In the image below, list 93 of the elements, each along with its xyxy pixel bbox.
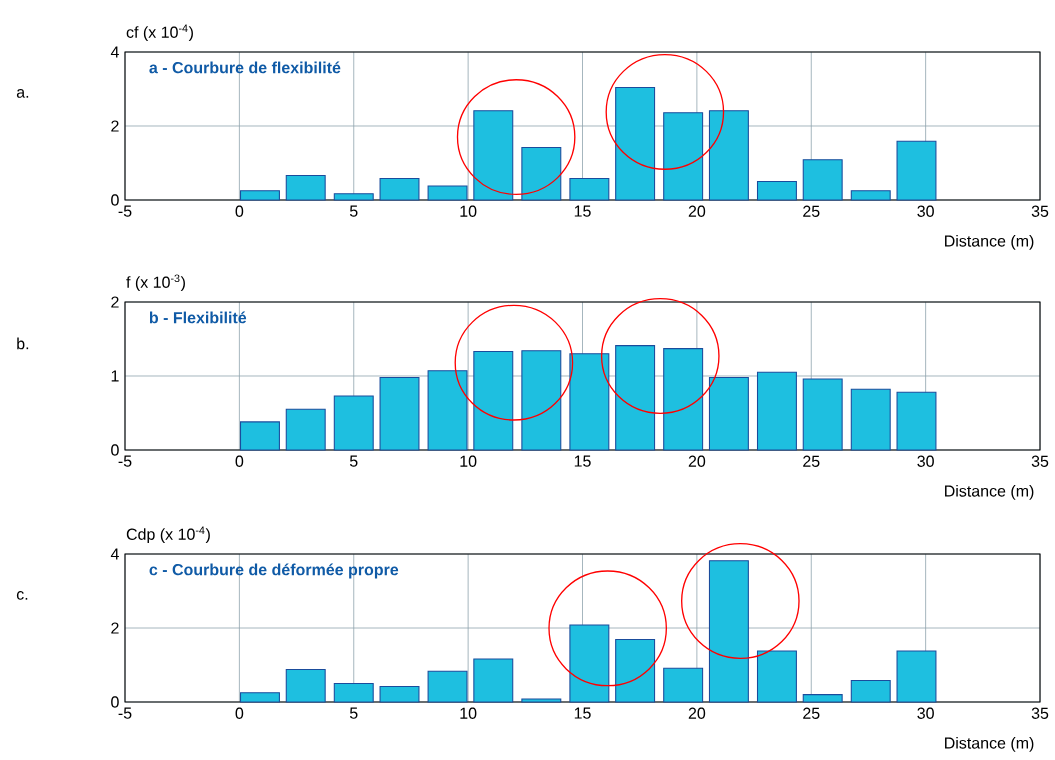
- y-axis-title: Cdp (x 10$^{-4}$): [126, 526, 210, 544]
- bar: [708, 376, 749, 451]
- bar: [285, 408, 326, 451]
- x-tick-label: 15: [574, 205, 591, 217]
- bar: [756, 650, 797, 703]
- text: b.: [17, 337, 29, 350]
- bar: [663, 667, 704, 703]
- x-tick-label: 0: [235, 455, 244, 467]
- bar: [896, 650, 937, 703]
- x-tick-label: 35: [1031, 455, 1049, 467]
- bar: [896, 391, 937, 451]
- bar: [663, 348, 704, 451]
- x-tick-label: 30: [917, 707, 934, 719]
- x-tick-label: 35: [1031, 707, 1049, 719]
- bar: [427, 370, 468, 451]
- bar: [427, 185, 468, 201]
- bar: [239, 190, 280, 201]
- x-tick-label: 10: [460, 455, 477, 467]
- bar: [379, 685, 420, 703]
- x-tick-label: 5: [349, 455, 358, 467]
- x-tick-label: 0: [235, 707, 244, 719]
- x-tick-label: 30: [917, 455, 934, 467]
- bar: [473, 351, 514, 451]
- chart-title: a - Courbure de flexibilité: [149, 61, 341, 74]
- x-tick-label: 20: [688, 205, 706, 217]
- bar: [615, 86, 656, 201]
- x-tick-label: 35: [1031, 205, 1049, 217]
- bar: [802, 159, 843, 201]
- bar: [756, 371, 797, 451]
- bar: [379, 177, 420, 201]
- chart-title: b - Flexibilité: [149, 311, 247, 324]
- bar: [569, 624, 610, 703]
- bar: [850, 190, 891, 201]
- text: c.: [16, 591, 28, 600]
- bar: [521, 698, 562, 703]
- bar: [615, 638, 656, 703]
- x-tick-label: 25: [803, 205, 820, 217]
- text: a.: [16, 89, 29, 98]
- bar: [615, 345, 656, 451]
- bar: [285, 668, 326, 703]
- bar: [569, 353, 610, 451]
- y-tick-label: 2: [111, 622, 119, 634]
- bar: [663, 112, 704, 201]
- y-tick-label: 4: [110, 46, 119, 58]
- y-tick-label: 0: [111, 696, 119, 708]
- x-tick-label: 20: [688, 707, 706, 719]
- bar: [379, 376, 420, 451]
- bar: [473, 110, 514, 201]
- y-tick-label: 1: [111, 370, 119, 382]
- bar: [333, 395, 374, 451]
- x-tick-label: -5: [118, 455, 132, 467]
- text: c - Courbure de déformée propre: [149, 563, 399, 579]
- y-tick-label: 0: [111, 194, 119, 206]
- bar: [239, 692, 280, 703]
- bar: [850, 388, 891, 451]
- x-tick-label: 25: [803, 707, 820, 719]
- x-axis-title: Distance (m): [945, 736, 1034, 752]
- y-axis-title: f (x 10$^{-3}$): [126, 274, 185, 292]
- x-tick-label: 10: [460, 707, 477, 719]
- x-axis-title: Distance (m): [945, 234, 1034, 250]
- x-tick-label: 20: [688, 455, 706, 467]
- x-tick-label: -5: [118, 205, 132, 217]
- bar: [333, 193, 374, 201]
- bar: [708, 110, 749, 201]
- bar: [756, 180, 797, 201]
- y-tick-label: 2: [111, 296, 119, 308]
- x-tick-label: 30: [917, 205, 934, 217]
- x-tick-label: 5: [349, 707, 358, 719]
- bar: [285, 175, 326, 201]
- x-axis-title: Distance (m): [945, 484, 1034, 500]
- y-tick-label: 0: [111, 444, 119, 456]
- bar: [239, 421, 280, 451]
- bar: [521, 350, 562, 451]
- bar: [473, 658, 514, 703]
- bar: [896, 140, 937, 201]
- x-tick-label: -5: [118, 707, 132, 719]
- bar: [521, 146, 562, 201]
- y-tick-label: 2: [111, 120, 119, 132]
- x-tick-label: 0: [235, 205, 244, 217]
- bar: [802, 378, 843, 451]
- x-tick-label: 5: [349, 205, 358, 217]
- bar: [850, 680, 891, 703]
- bar: [708, 560, 749, 703]
- bar: [802, 694, 843, 703]
- x-tick-label: 10: [460, 205, 477, 217]
- x-tick-label: 15: [574, 455, 591, 467]
- bar: [427, 670, 468, 703]
- y-tick-label: 4: [110, 548, 119, 560]
- x-tick-label: 15: [574, 707, 591, 719]
- bar: [569, 177, 610, 201]
- x-tick-label: 25: [803, 455, 820, 467]
- bar: [333, 682, 374, 703]
- y-axis-title: cf (x 10$^{-4}$): [126, 24, 193, 42]
